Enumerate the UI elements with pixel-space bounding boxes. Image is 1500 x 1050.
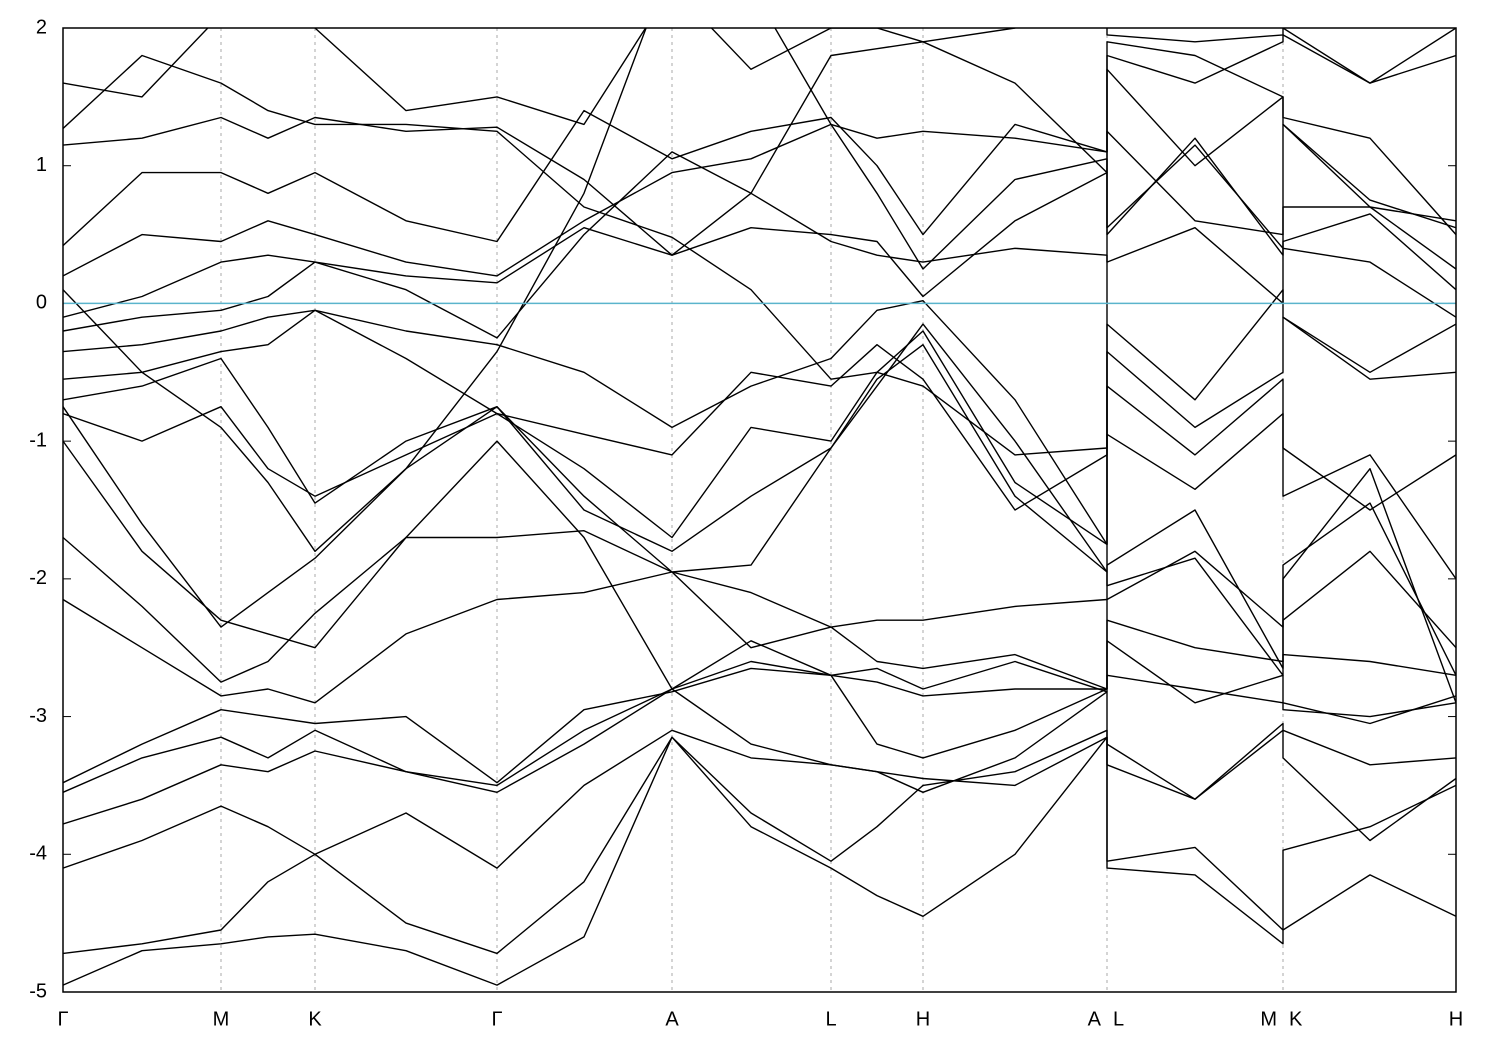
band-line — [63, 151, 1456, 339]
y-tick-label: -5 — [29, 980, 47, 1002]
plot-frame — [62, 27, 1457, 993]
x-tick-label: A — [1088, 1008, 1102, 1030]
y-tick-label: -2 — [29, 567, 47, 589]
band-line — [63, 330, 1456, 580]
y-tick-label: -1 — [29, 429, 47, 451]
band-line — [63, 309, 1456, 511]
bands — [63, 28, 1456, 986]
band-line — [63, 109, 1456, 247]
band-line — [63, 688, 1456, 825]
band-line — [63, 571, 1456, 704]
x-tick-label: L — [1113, 1008, 1124, 1030]
band-line — [63, 41, 1456, 256]
band-line — [63, 28, 1456, 552]
band-line — [63, 640, 1456, 784]
y-tick-label: -3 — [29, 705, 47, 727]
band-line — [63, 722, 1456, 869]
band-line — [63, 660, 1456, 793]
band-line — [63, 123, 1456, 277]
band-line — [63, 530, 1456, 683]
y-tick-label: 2 — [36, 16, 47, 38]
band-line — [63, 34, 1456, 456]
x-tick-label: A — [665, 1008, 679, 1030]
band-line — [63, 137, 1456, 318]
band-line — [63, 28, 1456, 126]
x-tick-label: H — [916, 1008, 930, 1030]
x-tick-label: K — [1289, 1008, 1303, 1030]
y-tick-label: -4 — [29, 843, 47, 865]
y-tick-label: 1 — [36, 154, 47, 176]
band-line — [63, 289, 1456, 546]
x-tick-label: K — [308, 1008, 322, 1030]
x-tick-label: L — [825, 1008, 836, 1030]
y-tick-label: 0 — [36, 292, 47, 314]
x-tick-label: M — [213, 1008, 230, 1030]
x-tick-label: M — [1260, 1008, 1277, 1030]
band-line — [63, 440, 1456, 693]
x-tick-label: H — [1449, 1008, 1463, 1030]
x-tick-label: Γ — [57, 1008, 68, 1030]
band-line — [63, 736, 1456, 986]
x-tick-label: Γ — [491, 1008, 502, 1030]
band-line — [63, 729, 1456, 955]
band-line — [63, 344, 1456, 573]
grid — [63, 27, 1456, 993]
